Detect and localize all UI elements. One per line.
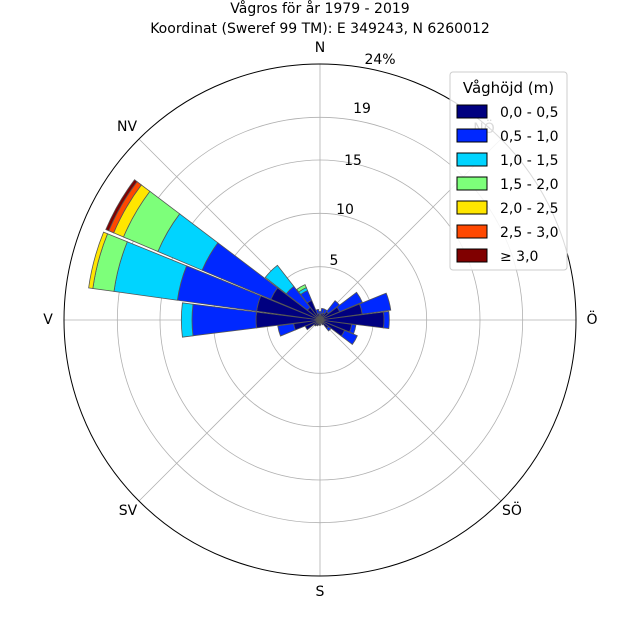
chart-subtitle: Koordinat (Sweref 99 TM): E 349243, N 62… [150,21,490,37]
dir-label-so: SÖ [502,501,522,519]
grid-ring [159,159,481,481]
legend-swatch [456,128,488,143]
outer-ring [63,63,577,577]
dir-label-s: S [316,584,325,600]
legend-swatch [456,224,488,239]
dir-label-sv: SV [119,503,138,519]
legend-swatch [456,104,488,119]
ring-label: 15 [344,153,362,169]
rose-segment [325,325,332,332]
legend-swatch [456,176,488,191]
chart-title: Vågros för år 1979 - 2019 [230,0,409,17]
dir-label-n: N [315,40,325,56]
legend-swatch [456,200,488,215]
ring-label: 5 [330,253,339,269]
rose-sectors [88,179,392,346]
legend-entry: 0,5 - 1,0 [500,129,558,145]
legend: Våghöjd (m) 0,0 - 0,5 0,5 - 1,0 1,0 - 1,5 1,… [449,71,568,271]
rose-segment [340,329,358,346]
ring-label: 19 [353,101,371,117]
grid-spoke [319,319,502,502]
rose-segment [88,231,109,289]
rose-segment [277,323,296,337]
legend-entry: 1,5 - 2,0 [500,177,558,193]
ring-label-max: 24% [364,52,395,68]
legend-box [449,71,568,271]
rose-segment [105,179,138,232]
dir-label-nv: NV [117,119,137,135]
dir-label-v: V [43,312,53,328]
legend-entry: ≥ 3,0 [500,249,538,265]
dir-label-o: Ö [586,310,597,328]
rose-segment [349,323,357,335]
legend-entry: 2,0 - 2,5 [500,201,558,217]
rose-segment [264,264,295,295]
polar-grid [63,63,577,577]
rose-segment [359,292,392,315]
legend-title: Våghöjd (m) [463,79,554,97]
rose-segment [315,308,320,315]
grid-ring [116,116,524,524]
legend-entry: 1,0 - 1,5 [500,153,558,169]
rose-segment [383,310,390,330]
legend-entry: 2,5 - 3,0 [500,225,558,241]
rose-segment [336,291,363,313]
legend-swatch [456,248,488,263]
legend-swatch [456,152,488,167]
grid-spoke [138,319,321,502]
rose-segment [180,302,194,338]
ring-label: 10 [336,202,354,218]
legend-entry: 0,0 - 0,5 [500,105,558,121]
rose-segment [296,284,307,293]
